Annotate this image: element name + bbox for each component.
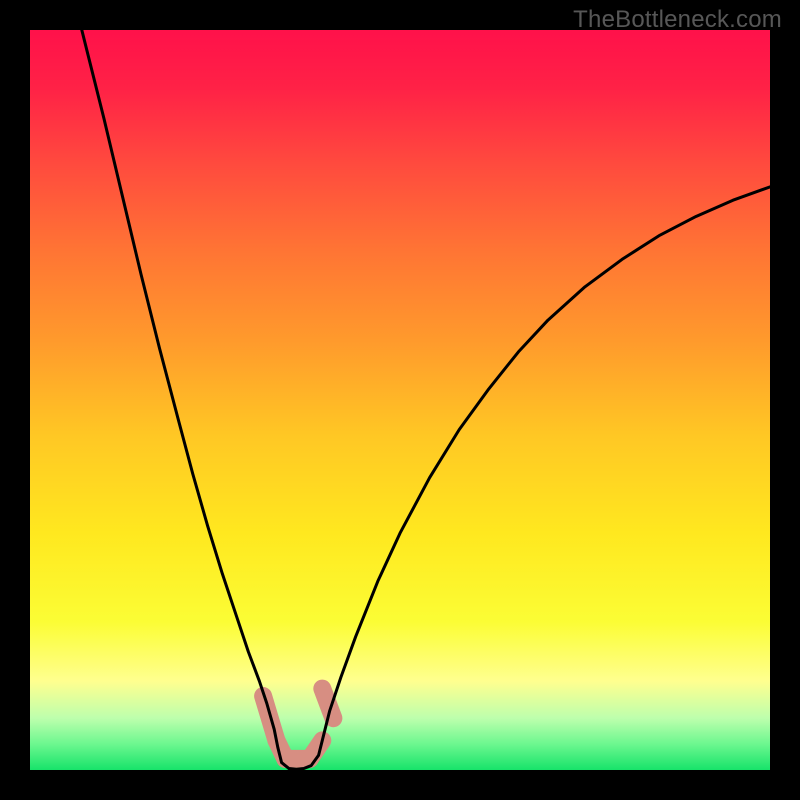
plot-svg <box>30 30 770 770</box>
gradient-background <box>30 30 770 770</box>
plot-area <box>30 30 770 770</box>
chart-frame: TheBottleneck.com <box>0 0 800 800</box>
